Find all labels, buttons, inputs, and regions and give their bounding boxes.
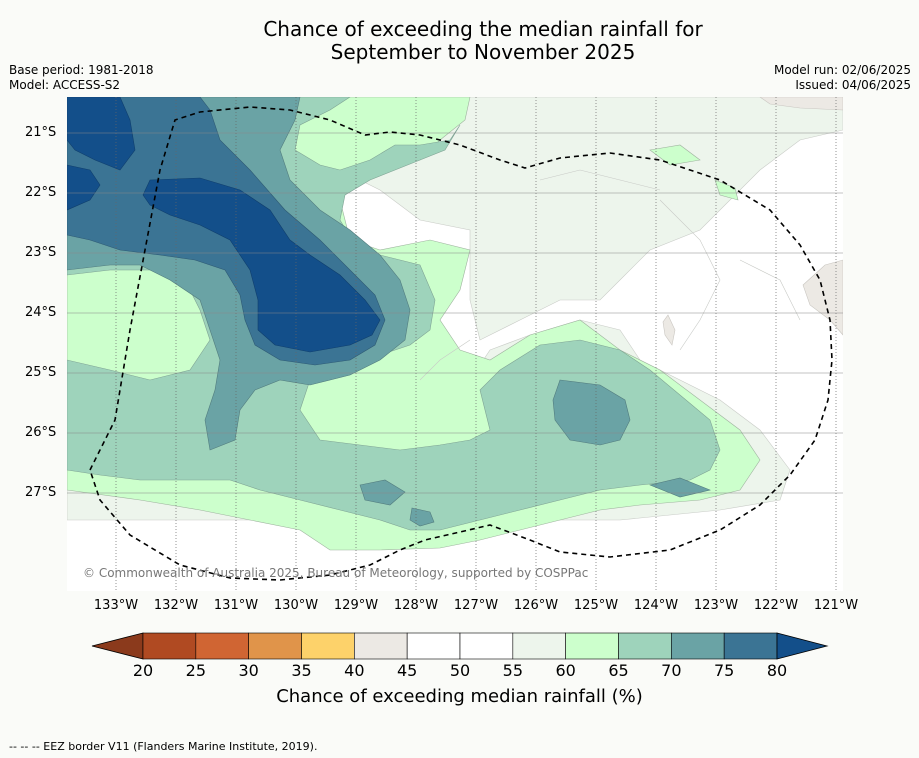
- contour-lines: [419, 169, 801, 381]
- colorbar-tick-label: 75: [713, 661, 735, 680]
- lon-label: 130°W: [273, 598, 319, 613]
- colorbar-cell-65-70: [618, 632, 672, 660]
- lon-label: 127°W: [453, 598, 499, 613]
- lat-label: 21°S: [25, 125, 57, 140]
- lat-label: 22°S: [25, 185, 57, 200]
- map-plot-area: © Commonwealth of Australia 2025, Bureau…: [67, 97, 843, 591]
- lon-label: 133°W: [93, 598, 139, 613]
- colorbar-cell-35-40: [301, 632, 355, 660]
- colorbar-over-arrow: [776, 632, 829, 660]
- colorbar-tick-label: 80: [766, 661, 788, 680]
- lat-label: 23°S: [25, 245, 57, 260]
- model-info: Base period: 1981-2018 Model: ACCESS-S2: [9, 63, 154, 93]
- copyright-notice: © Commonwealth of Australia 2025, Bureau…: [83, 566, 588, 580]
- lon-label: 124°W: [633, 598, 679, 613]
- title-line-1: Chance of exceeding the median rainfall …: [263, 17, 703, 41]
- base-period: Base period: 1981-2018: [9, 63, 154, 77]
- lon-label: 128°W: [393, 598, 439, 613]
- issued-date: Issued: 04/06/2025: [795, 78, 911, 92]
- colorbar-cell-55-60: [512, 632, 566, 660]
- colorbar-tick-label: 20: [132, 661, 154, 680]
- lon-label: 129°W: [333, 598, 379, 613]
- model-name: Model: ACCESS-S2: [9, 78, 121, 92]
- lon-label: 122°W: [753, 598, 799, 613]
- colorbar-label: Chance of exceeding median rainfall (%): [276, 686, 643, 707]
- colorbar-cell-30-35: [248, 632, 302, 660]
- lat-label: 25°S: [25, 365, 57, 380]
- lon-label: 132°W: [153, 598, 199, 613]
- lon-label: 126°W: [513, 598, 559, 613]
- eez-legend: -- -- -- EEZ border V11 (Flanders Marine…: [9, 740, 318, 753]
- colorbar-cell-45-50: [406, 632, 461, 660]
- colorbar-cell-70-75: [671, 632, 725, 660]
- lon-label: 125°W: [573, 598, 619, 613]
- colorbar-tick-label: 60: [555, 661, 576, 680]
- contour-over-80: [67, 97, 381, 353]
- lon-label: 123°W: [693, 598, 739, 613]
- map-title: Chance of exceeding the median rainfall …: [0, 18, 919, 64]
- gridlines: [115, 97, 837, 591]
- colorbar-tick-label: 40: [344, 661, 365, 680]
- colorbar-cell-40-45: [354, 632, 408, 660]
- colorbar-tick-label: 55: [502, 661, 524, 680]
- lon-label: 121°W: [813, 598, 859, 613]
- colorbar-tick-label: 30: [238, 661, 259, 680]
- colorbar-tick-label: 70: [661, 661, 682, 680]
- colorbar-cell-20-25: [142, 632, 197, 660]
- run-info: Model run: 02/06/2025 Issued: 04/06/2025: [774, 63, 911, 93]
- colorbar-cell-25-30: [195, 632, 249, 660]
- colorbar-under-arrow: [91, 632, 144, 660]
- model-run-date: Model run: 02/06/2025: [773, 63, 911, 77]
- lon-label: 131°W: [213, 598, 259, 613]
- colorbar-tick-label: 35: [291, 661, 312, 680]
- lat-label: 26°S: [25, 425, 57, 440]
- title-line-2: September to November 2025: [330, 40, 636, 64]
- contour-40-45: [662, 97, 843, 346]
- lat-gridlines: [67, 132, 843, 494]
- lat-label: 24°S: [25, 305, 57, 320]
- colorbar-tick-label: 50: [449, 661, 471, 680]
- colorbar-cell-50-55: [459, 632, 514, 660]
- colorbar-cells: [91, 632, 829, 660]
- colorbar-cell-60-65: [565, 632, 619, 660]
- colorbar-cell-75-80: [723, 632, 778, 660]
- colorbar-tick-label: 65: [608, 661, 629, 680]
- colorbar-tick-label: 25: [185, 661, 207, 680]
- lat-label: 27°S: [25, 485, 57, 500]
- colorbar-tick-label: 45: [396, 661, 418, 680]
- eez-border: [89, 106, 833, 581]
